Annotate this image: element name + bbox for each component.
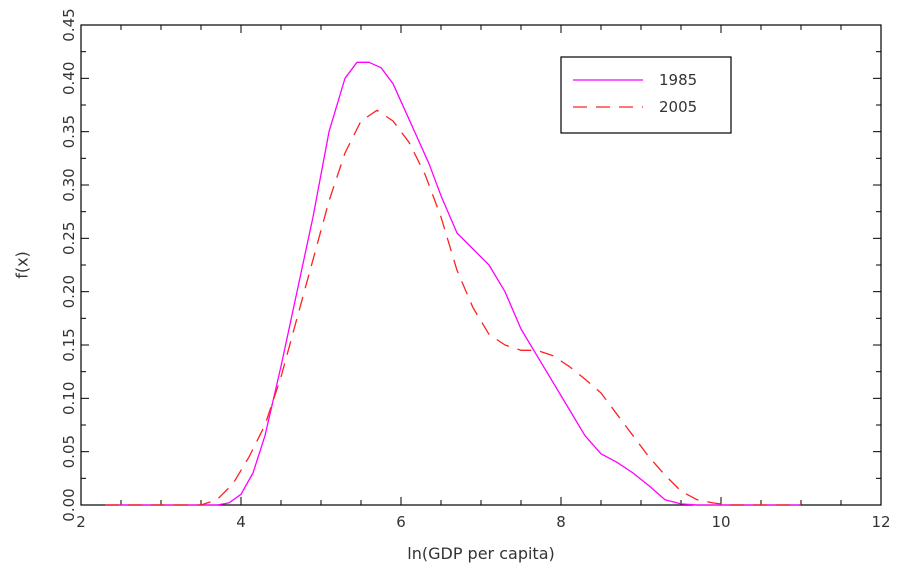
y-axis-title: f(x) <box>13 251 32 279</box>
x-tick-label: 6 <box>396 513 406 531</box>
x-tick-label: 10 <box>711 513 730 531</box>
y-tick-label: 0.35 <box>60 115 78 148</box>
y-tick-label: 0.25 <box>60 222 78 255</box>
y-tick-label: 0.40 <box>60 62 78 95</box>
y-tick-label: 0.00 <box>60 488 78 521</box>
legend: 1985 2005 <box>560 56 732 134</box>
y-tick-label: 0.05 <box>60 435 78 468</box>
series-line-2005 <box>105 109 801 506</box>
y-tick-label: 0.30 <box>60 168 78 201</box>
series-layer <box>105 61 801 506</box>
x-tick-label: 8 <box>556 513 566 531</box>
y-tick-label: 0.20 <box>60 275 78 308</box>
plot-frame <box>80 24 882 506</box>
legend-label-2005: 2005 <box>659 98 697 116</box>
x-tick-label: 12 <box>871 513 890 531</box>
y-tick-label: 0.45 <box>60 8 78 41</box>
y-tick-label: 0.15 <box>60 328 78 361</box>
legend-label-1985: 1985 <box>659 71 697 89</box>
y-tick-label: 0.10 <box>60 382 78 415</box>
x-axis-title: ln(GDP per capita) <box>407 544 554 563</box>
legend-box <box>560 56 732 134</box>
axes-layer: 2 4 6 8 10 12 0.00 0.05 0.10 0.15 0.20 0.25 0.30 0.35… <box>13 8 891 563</box>
series-line-1985 <box>105 61 801 506</box>
x-tick-label: 4 <box>236 513 246 531</box>
x-tick-label: 2 <box>76 513 86 531</box>
